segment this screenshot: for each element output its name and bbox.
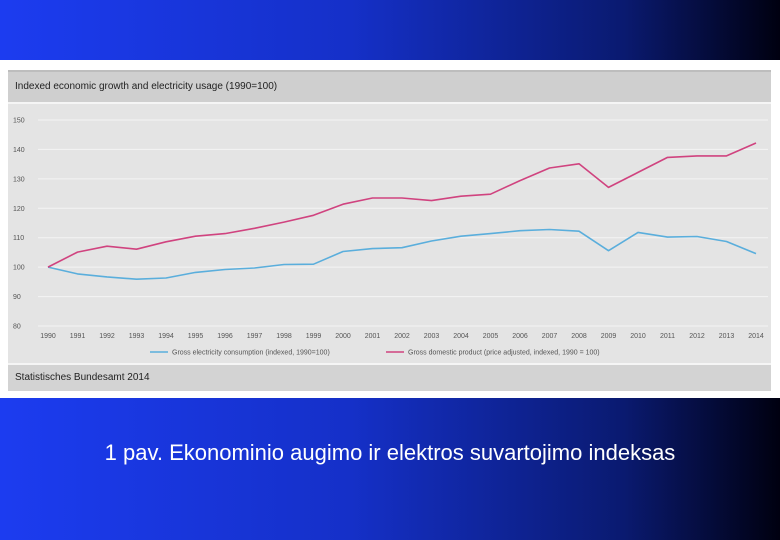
x-tick-label: 2005 bbox=[483, 333, 499, 340]
series-line-gdp bbox=[47, 142, 757, 268]
x-tick-label: 2002 bbox=[394, 333, 410, 340]
y-tick-label: 130 bbox=[13, 176, 25, 183]
y-tick-label: 140 bbox=[13, 147, 25, 154]
y-tick-label: 90 bbox=[13, 294, 21, 301]
slide-caption: 1 pav. Ekonominio augimo ir elektros suv… bbox=[104, 440, 676, 465]
legend: Gross electricity consumption (indexed, … bbox=[150, 350, 600, 357]
chart-panel: Indexed economic growth and electricity … bbox=[0, 60, 780, 398]
y-tick-label: 150 bbox=[13, 118, 25, 125]
x-tick-label: 2014 bbox=[748, 333, 764, 340]
y-tick-label: 120 bbox=[13, 206, 25, 213]
x-tick-label: 2009 bbox=[601, 333, 617, 340]
source-bar: Statistisches Bundesamt 2014 bbox=[8, 363, 771, 391]
x-tick-label: 2011 bbox=[660, 333, 675, 340]
x-tick-label: 1999 bbox=[306, 333, 322, 340]
legend-label: Gross domestic product (price adjusted, … bbox=[408, 350, 600, 357]
y-tick-label: 100 bbox=[13, 265, 25, 272]
legend-label: Gross electricity consumption (indexed, … bbox=[172, 350, 330, 357]
x-tick-label: 2012 bbox=[689, 333, 705, 340]
x-tick-label: 2008 bbox=[571, 333, 587, 340]
chart-panel-inner: Indexed economic growth and electricity … bbox=[8, 70, 771, 388]
x-tick-label: 1995 bbox=[188, 333, 204, 340]
x-tick-label: 1991 bbox=[70, 333, 86, 340]
chart-title: Indexed economic growth and electricity … bbox=[15, 81, 278, 92]
x-tick-label: 1992 bbox=[99, 333, 115, 340]
x-tick-label: 1990 bbox=[40, 333, 56, 340]
x-tick-label: 2006 bbox=[512, 333, 528, 340]
series-line-electricity bbox=[47, 228, 757, 280]
source-label: Statistisches Bundesamt 2014 bbox=[15, 372, 150, 383]
x-tick-label: 1993 bbox=[129, 333, 145, 340]
x-tick-label: 1996 bbox=[217, 333, 233, 340]
series-lines bbox=[47, 142, 757, 280]
chart-title-bar: Indexed economic growth and electricity … bbox=[8, 70, 771, 104]
x-tick-label: 2007 bbox=[542, 333, 558, 340]
x-tick-label: 2010 bbox=[630, 333, 646, 340]
x-tick-label: 2003 bbox=[424, 333, 440, 340]
x-tick-label: 2001 bbox=[365, 333, 381, 340]
slide-header bbox=[0, 0, 780, 60]
y-axis-ticks: 80 90 100 110 120 130 140 150 bbox=[13, 118, 25, 331]
x-axis-ticks: 1990 1991 1992 1993 1994 1995 1996 1997 1998 1999… bbox=[40, 333, 764, 340]
x-tick-label: 1994 bbox=[158, 333, 174, 340]
x-tick-label: 2000 bbox=[335, 333, 351, 340]
x-tick-label: 2013 bbox=[719, 333, 735, 340]
x-tick-label: 2004 bbox=[453, 333, 469, 340]
x-tick-label: 1997 bbox=[247, 333, 263, 340]
y-tick-label: 110 bbox=[13, 235, 24, 242]
x-tick-label: 1998 bbox=[276, 333, 292, 340]
grid-lines bbox=[38, 119, 768, 327]
y-tick-label: 80 bbox=[13, 324, 21, 331]
